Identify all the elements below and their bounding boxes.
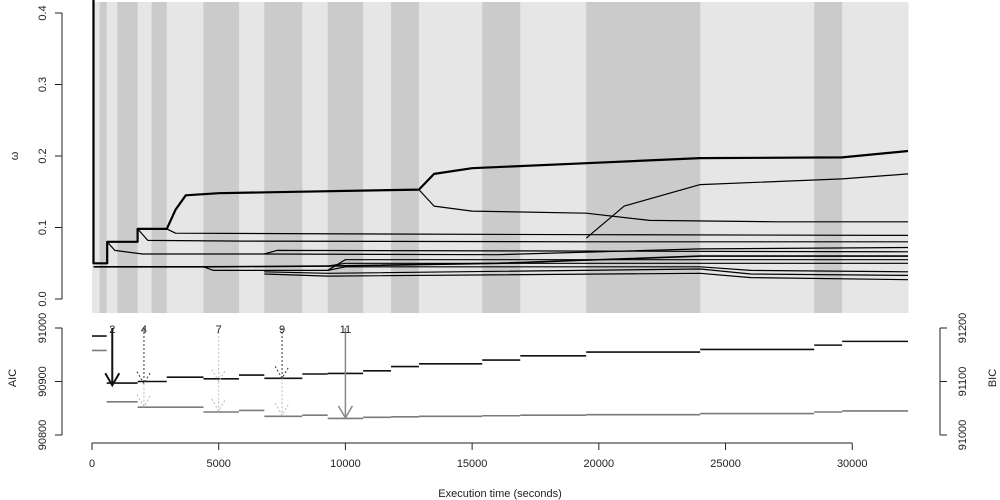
omega-branch-7	[264, 249, 909, 255]
aic-tick-label: 90900	[37, 366, 49, 397]
shaded-band	[302, 2, 329, 313]
arrow-label: 2	[109, 324, 115, 336]
arrow-label: 9	[279, 324, 285, 336]
aic-tick-label: 91000	[37, 313, 49, 344]
omega-branch-2	[418, 189, 908, 223]
arrow-label: 11	[340, 324, 351, 336]
x-tick-label: 15000	[457, 458, 488, 470]
bic-axis-label: BIC	[987, 369, 999, 387]
shaded-band	[586, 2, 701, 313]
arrow-label: 7	[216, 324, 222, 336]
shaded-band	[137, 2, 153, 313]
omega-series	[92, 0, 909, 281]
omega-branch-4	[166, 228, 909, 236]
omega-axis: 0.0 0.1 0.2 0.3 0.4 ω	[9, 5, 63, 307]
shaded-band	[482, 2, 521, 313]
arrow-head	[104, 372, 121, 388]
omega-tick-label: 0.3	[37, 77, 49, 92]
aic-axis-label: AIC	[7, 369, 19, 387]
x-tick-label: 10000	[330, 458, 361, 470]
shaded-band	[264, 2, 303, 313]
x-tick-label: 25000	[710, 458, 741, 470]
shaded-band	[151, 2, 168, 313]
arrow-head	[211, 398, 227, 412]
omega-tick-label: 0.2	[37, 148, 49, 163]
arrow-head	[337, 405, 354, 420]
shaded-band	[117, 2, 139, 313]
omega-tick-label: 0.4	[37, 5, 49, 20]
shaded-band	[391, 2, 420, 313]
omega-axis-label: ω	[9, 151, 21, 160]
x-tick-label: 30000	[837, 458, 868, 470]
criterion-series	[92, 335, 908, 420]
arrow-head	[136, 394, 152, 408]
shaded-band	[238, 2, 265, 313]
shaded-band	[327, 2, 364, 313]
bic-tick-label: 91200	[957, 313, 969, 344]
arrow-head	[211, 369, 227, 383]
aic-tick-label: 90800	[37, 420, 49, 451]
model-arrows: 2 4 7 9 11	[104, 324, 354, 420]
omega-branch-5	[137, 228, 908, 243]
x-tick-label: 20000	[584, 458, 615, 470]
shaded-band	[166, 2, 205, 313]
shaded-band	[418, 2, 483, 313]
shaded-band	[92, 2, 101, 313]
arrow-label: 4	[141, 324, 147, 336]
shaded-band	[363, 2, 392, 313]
bic-tick-label: 91100	[957, 367, 969, 397]
omega-branch-12	[264, 268, 909, 276]
criterion-axes: 90800 90900 91000 AIC 91000 91100 91200 BIC	[7, 313, 999, 451]
omega-branch-3	[585, 173, 909, 239]
shaded-band	[106, 2, 118, 313]
omega-branch-13	[264, 272, 909, 281]
x-axis-label: Execution time (seconds)	[438, 488, 562, 500]
x-tick-label: 0	[89, 458, 95, 470]
shaded-band	[203, 2, 240, 313]
x-tick-label: 5000	[206, 458, 230, 470]
arrow-head	[274, 402, 290, 417]
omega-branch-11	[327, 266, 909, 273]
bic-tick-label: 91000	[957, 420, 969, 451]
omega-tick-label: 0.0	[37, 291, 49, 306]
shaded-band	[99, 2, 108, 313]
omega-tick-label: 0.1	[37, 220, 49, 235]
x-axis: 0 5000 10000 15000 20000 25000 30000 Execution …	[89, 442, 868, 500]
omega-branch-10	[327, 262, 908, 267]
shaded-band	[842, 2, 909, 313]
omega-branch-1	[92, 0, 909, 265]
omega-branch-8	[93, 255, 908, 268]
